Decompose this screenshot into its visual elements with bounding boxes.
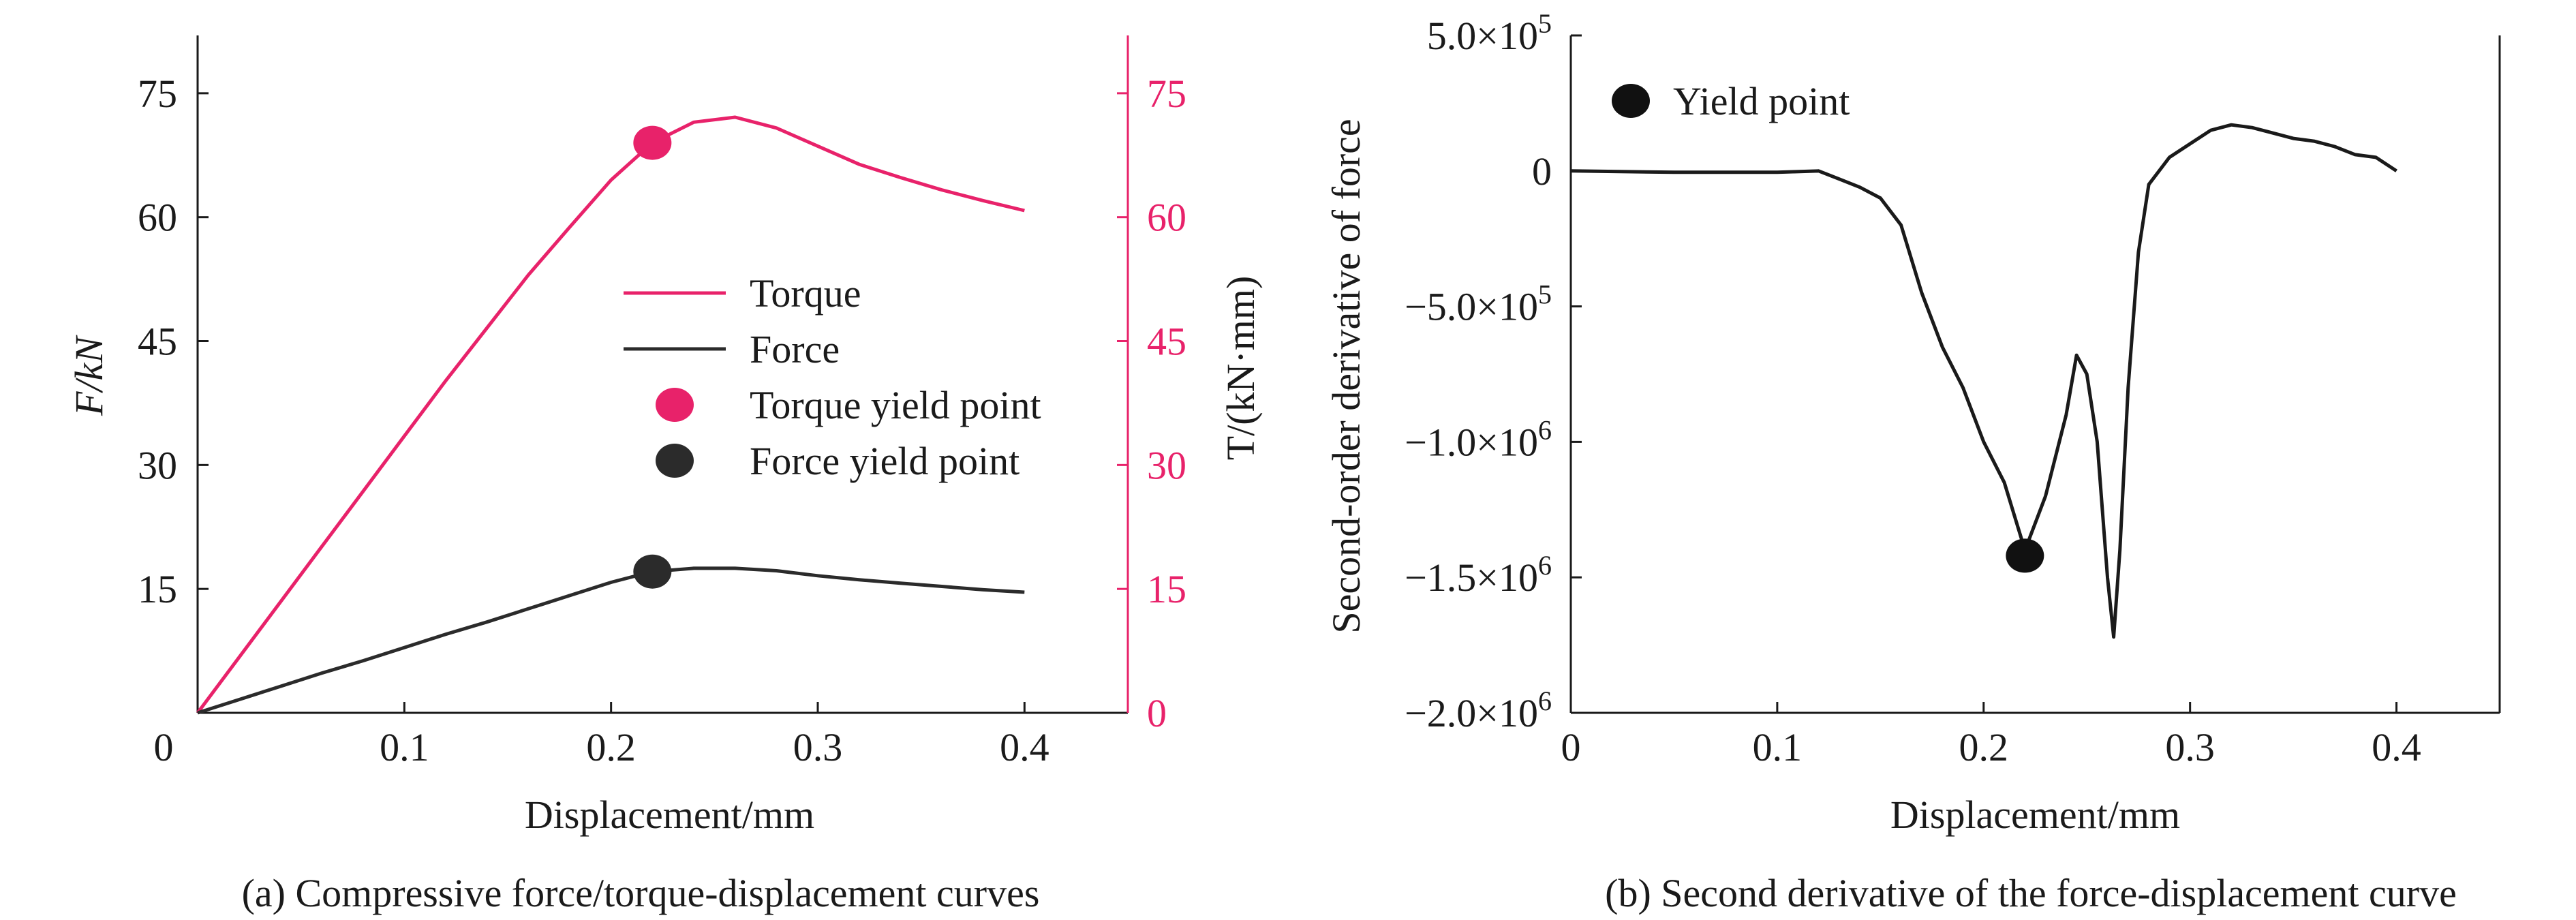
series-line-second-derivative bbox=[1570, 123, 2397, 639]
series-line-force bbox=[197, 566, 1025, 715]
y-left-tick-label: 60 bbox=[138, 196, 177, 240]
legend-label: Force yield point bbox=[750, 439, 1019, 483]
y-right-tick-label: 75 bbox=[1147, 72, 1186, 116]
y-left-axis-label: F/kN bbox=[67, 335, 111, 416]
x-tick-label: 0.3 bbox=[793, 725, 843, 769]
y-tick-mantissa: 5.0×10 bbox=[1427, 14, 1538, 58]
y-right-tick-label: 60 bbox=[1147, 196, 1186, 240]
y-tick-label: −1.0×106 bbox=[1405, 414, 1552, 464]
y-tick-label: −2.0×106 bbox=[1405, 686, 1552, 735]
legend-label: Force bbox=[750, 327, 840, 371]
y-right-axis-label: T/(kN·mm) bbox=[1218, 276, 1263, 461]
y-tick-exponent: 6 bbox=[1538, 414, 1552, 445]
torque-yield-point-marker bbox=[633, 125, 672, 160]
y-right-tick-label: 0 bbox=[1147, 691, 1167, 735]
y-tick-mantissa: −1.0×10 bbox=[1405, 420, 1538, 464]
y-right-tick-label: 45 bbox=[1147, 320, 1186, 364]
x-tick-label: 0.2 bbox=[1959, 725, 2009, 769]
legend-label: Yield point bbox=[1673, 79, 1850, 123]
x-axis-label: Displacement/mm bbox=[525, 793, 814, 837]
yield-point-marker bbox=[2006, 538, 2044, 573]
x-tick-label: 0.3 bbox=[2165, 725, 2215, 769]
x-tick-label: 0 bbox=[1561, 725, 1581, 769]
x-tick-label: 0.4 bbox=[1000, 725, 1049, 769]
y-left-tick-label: 75 bbox=[138, 72, 177, 116]
y-tick-mantissa: −2.0×10 bbox=[1405, 691, 1538, 735]
y-left-tick-label: 15 bbox=[138, 567, 177, 611]
force-yield-point-marker bbox=[633, 554, 672, 589]
y-tick-label: −5.0×105 bbox=[1405, 279, 1552, 329]
y-tick-label: −1.5×106 bbox=[1405, 550, 1552, 600]
x-tick-label: 0 bbox=[154, 725, 174, 769]
y-tick-label: 5.0×105 bbox=[1427, 8, 1552, 58]
y-tick-exponent: 6 bbox=[1538, 550, 1552, 581]
chart-a: 0 0.1 0.2 0.3 0.4 15 30 45 60 75 0 15 30 45 60 75 Displa… bbox=[67, 35, 1263, 915]
y-left-tick-label: 45 bbox=[138, 320, 177, 364]
y-tick-exponent: 5 bbox=[1538, 8, 1552, 39]
x-tick-label: 0.1 bbox=[1753, 725, 1803, 769]
series-line-torque bbox=[196, 115, 1025, 714]
y-tick-exponent: 5 bbox=[1538, 279, 1552, 310]
y-right-tick-label: 15 bbox=[1147, 567, 1186, 611]
legend-marker-0 bbox=[1612, 84, 1650, 118]
legend-label: Torque bbox=[750, 271, 861, 316]
y-tick-mantissa: 0 bbox=[1532, 149, 1552, 194]
legend-marker-3 bbox=[656, 444, 694, 478]
legend-marker-2 bbox=[656, 388, 694, 422]
y-axis-label: Second-order derivative of force bbox=[1324, 119, 1368, 633]
x-tick-label: 0.2 bbox=[586, 725, 636, 769]
y-tick-label: 0 bbox=[1532, 149, 1552, 194]
legend-label: Torque yield point bbox=[750, 383, 1041, 427]
caption-b: (b) Second derivative of the force-displ… bbox=[1605, 871, 2457, 915]
x-tick-label: 0.1 bbox=[380, 725, 429, 769]
caption-a: (a) Compressive force/torque-displacemen… bbox=[242, 871, 1040, 915]
y-tick-exponent: 6 bbox=[1538, 686, 1552, 716]
y-right-tick-label: 30 bbox=[1147, 443, 1186, 487]
x-tick-label: 0.4 bbox=[2372, 725, 2421, 769]
x-axis-label: Displacement/mm bbox=[1890, 793, 2180, 837]
chart-b: 0 0.1 0.2 0.3 0.45.0×1050−5.0×105−1.0×106−1.… bbox=[1324, 8, 2501, 915]
y-left-tick-label: 30 bbox=[138, 443, 177, 487]
y-tick-mantissa: −1.5×10 bbox=[1405, 555, 1538, 600]
y-tick-mantissa: −5.0×10 bbox=[1405, 285, 1538, 329]
